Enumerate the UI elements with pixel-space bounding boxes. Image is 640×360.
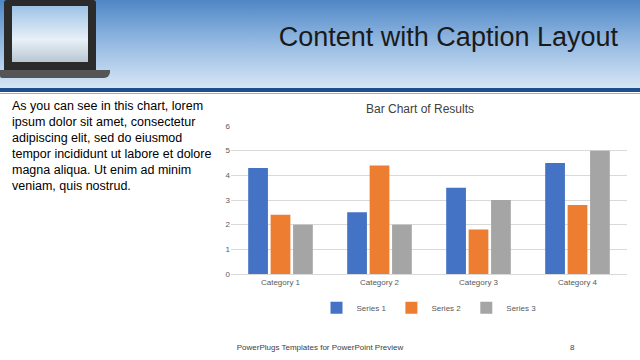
svg-text:3: 3 [226, 196, 231, 205]
svg-text:1: 1 [226, 245, 231, 254]
svg-text:Category 2: Category 2 [360, 278, 400, 287]
svg-text:Bar Chart of Results: Bar Chart of Results [366, 102, 474, 116]
html-text:Content with Caption Layout: Content with Caption Layout [278, 22, 618, 52]
html-text:As you can see in this chart,: As you can see in this chart, lorem ipsu… [12, 99, 212, 193]
svg-text:4: 4 [226, 171, 231, 180]
html-text:8: 8 [570, 343, 575, 352]
svg-text:0: 0 [226, 270, 231, 279]
svg-text:5: 5 [226, 146, 231, 155]
svg-text:Series 2: Series 2 [431, 304, 461, 313]
svg-text:2: 2 [226, 220, 231, 229]
svg-text:Category 4: Category 4 [558, 278, 598, 287]
svg-text:Category 3: Category 3 [459, 278, 499, 287]
svg-text:6: 6 [226, 122, 231, 131]
svg-text:Series 1: Series 1 [357, 304, 387, 313]
svg-text:Category 1: Category 1 [261, 278, 301, 287]
svg-text:Series 3: Series 3 [506, 304, 536, 313]
html-text:PowerPlugs Templates for Power: PowerPlugs Templates for PowerPoint Prev… [236, 343, 404, 352]
